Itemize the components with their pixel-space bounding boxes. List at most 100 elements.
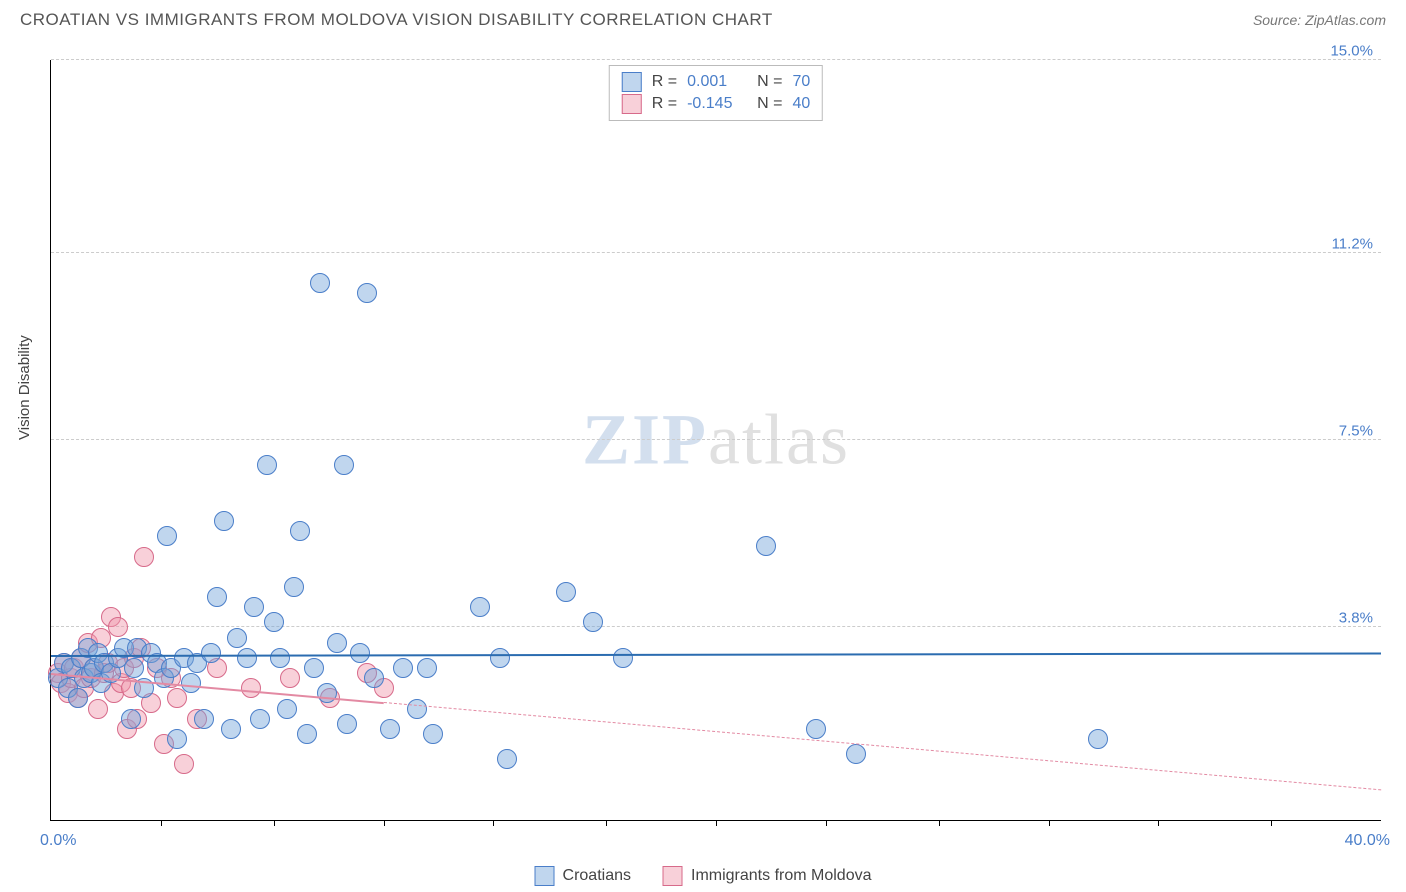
watermark: ZIPatlas [582,399,850,482]
chart-title: CROATIAN VS IMMIGRANTS FROM MOLDOVA VISI… [20,10,773,30]
x-tick [493,820,494,826]
blue-point [490,648,510,668]
pink-point [174,754,194,774]
y-tick-label: 3.8% [1339,610,1373,627]
blue-point [846,744,866,764]
blue-point [257,455,277,475]
grid-line [51,439,1381,440]
blue-point [207,587,227,607]
blue-point [337,714,357,734]
blue-point [157,526,177,546]
y-tick-label: 11.2% [1332,235,1373,252]
grid-line [51,59,1381,60]
swatch-icon [622,72,642,92]
pink-point [280,668,300,688]
blue-point [327,633,347,653]
scatter-plot-area: ZIPatlas R = 0.001 N = 70 R = -0.145 N =… [50,60,1381,821]
blue-point [194,709,214,729]
blue-point [221,719,241,739]
blue-point [756,536,776,556]
x-tick [161,820,162,826]
blue-point [417,658,437,678]
grid-line [51,252,1381,253]
pink-point [88,699,108,719]
r-label: R = [652,73,677,91]
blue-point [310,273,330,293]
y-tick-label: 7.5% [1339,423,1373,440]
pink-point [134,547,154,567]
source-label: Source: [1253,12,1305,28]
x-axis-max-label: 40.0% [1345,832,1390,850]
blue-point [201,643,221,663]
n-value: 70 [792,73,810,91]
blue-point [244,597,264,617]
x-tick [716,820,717,826]
blue-point [264,612,284,632]
x-tick [384,820,385,826]
pink-point [241,678,261,698]
blue-point [393,658,413,678]
blue-point [583,612,603,632]
blue-point [304,658,324,678]
legend-label: Croatians [563,867,631,885]
trend-line [383,702,1381,790]
blue-point [497,749,517,769]
blue-point [334,455,354,475]
blue-point [556,582,576,602]
blue-point [290,521,310,541]
blue-point [1088,729,1108,749]
n-label: N = [757,95,782,113]
blue-point [237,648,257,668]
blue-point [350,643,370,663]
blue-point [68,688,88,708]
x-tick [939,820,940,826]
blue-point [124,658,144,678]
chart-header: CROATIAN VS IMMIGRANTS FROM MOLDOVA VISI… [20,10,1386,30]
blue-point [167,729,187,749]
blue-point [121,709,141,729]
blue-point [364,668,384,688]
n-value: 40 [792,95,810,113]
series-legend: Croatians Immigrants from Moldova [535,866,872,886]
source-name: ZipAtlas.com [1305,12,1386,28]
swatch-icon [535,866,555,886]
grid-line [51,626,1381,627]
r-value: 0.001 [687,73,747,91]
legend-label: Immigrants from Moldova [691,867,872,885]
r-label: R = [652,95,677,113]
blue-point [297,724,317,744]
x-tick [1271,820,1272,826]
blue-point [407,699,427,719]
x-tick [1158,820,1159,826]
y-axis-label: Vision Disability [16,335,33,440]
blue-point [423,724,443,744]
blue-point [250,709,270,729]
blue-point [277,699,297,719]
x-tick [826,820,827,826]
blue-point [317,683,337,703]
blue-point [181,673,201,693]
x-tick [606,820,607,826]
source-attribution: Source: ZipAtlas.com [1253,12,1386,28]
blue-point [270,648,290,668]
blue-point [470,597,490,617]
blue-point [357,283,377,303]
n-label: N = [757,73,782,91]
blue-point [380,719,400,739]
stats-row: R = -0.145 N = 40 [622,94,810,114]
blue-point [227,628,247,648]
swatch-icon [663,866,683,886]
correlation-stats-box: R = 0.001 N = 70 R = -0.145 N = 40 [609,65,823,121]
legend-item: Croatians [535,866,631,886]
y-tick-label: 15.0% [1330,43,1373,60]
legend-item: Immigrants from Moldova [663,866,872,886]
blue-point [214,511,234,531]
x-tick [1049,820,1050,826]
blue-point [806,719,826,739]
x-axis-min-label: 0.0% [40,832,76,850]
swatch-icon [622,94,642,114]
r-value: -0.145 [687,95,747,113]
pink-point [108,617,128,637]
blue-point [613,648,633,668]
x-tick [274,820,275,826]
